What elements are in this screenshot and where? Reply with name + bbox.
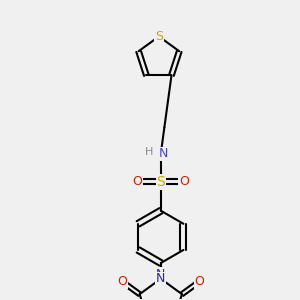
Text: S: S — [155, 30, 163, 43]
Text: O: O — [194, 275, 204, 288]
Text: N: N — [156, 272, 166, 285]
Text: H: H — [145, 147, 154, 157]
Text: N: N — [158, 147, 168, 160]
Text: O: O — [117, 275, 127, 288]
Text: O: O — [179, 176, 189, 188]
Text: S: S — [156, 175, 165, 189]
Text: O: O — [133, 176, 142, 188]
Text: N: N — [156, 268, 166, 281]
